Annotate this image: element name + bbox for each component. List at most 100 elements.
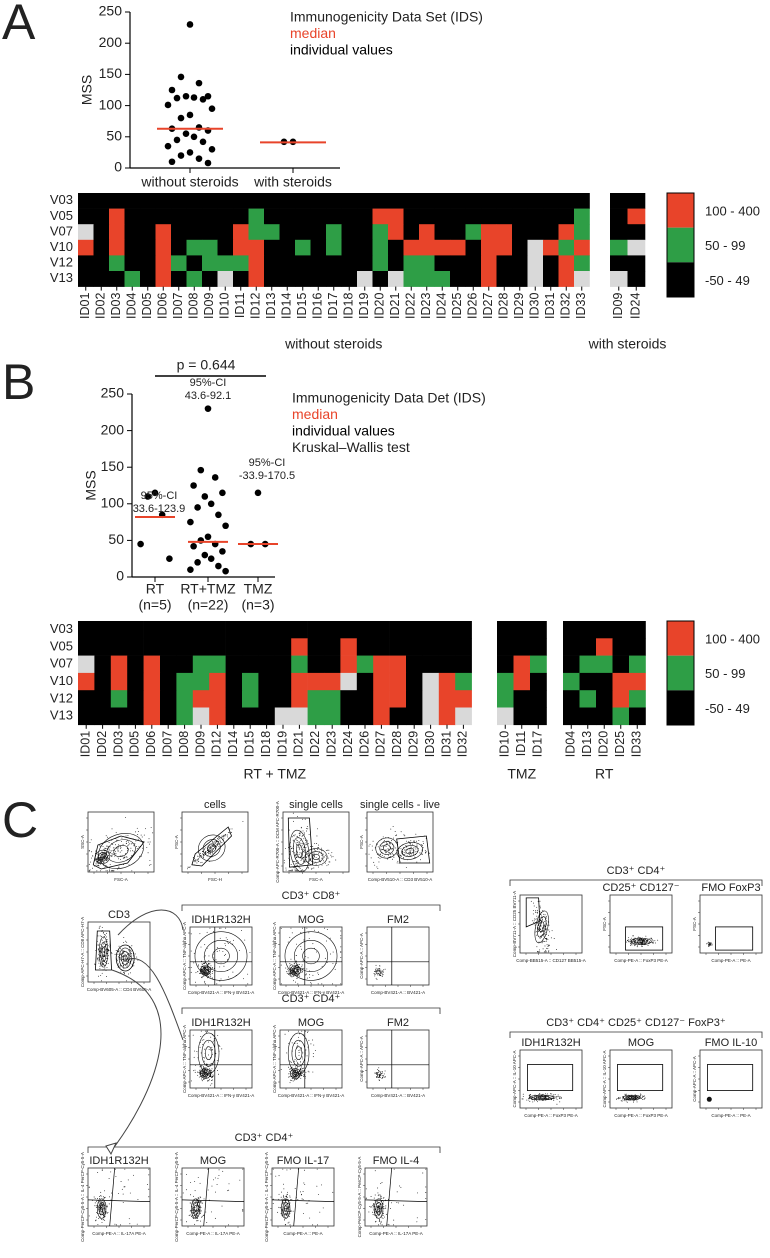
flow-event <box>135 831 137 833</box>
flow-event <box>209 846 211 848</box>
flow-event <box>105 941 107 943</box>
flow-event <box>327 857 329 859</box>
flow-event <box>285 867 287 869</box>
flow-event <box>332 951 334 953</box>
flow-event <box>301 857 303 859</box>
heatmap-cell <box>434 271 451 287</box>
flow-event <box>301 870 303 872</box>
flow-event <box>291 850 293 852</box>
flow-event <box>375 1075 377 1077</box>
flow-event <box>223 837 225 839</box>
flow-event <box>618 1098 620 1100</box>
flow-event <box>133 845 135 847</box>
flow-frame <box>189 1029 253 1089</box>
flow-event <box>202 963 204 965</box>
flow-event <box>97 949 99 951</box>
flow-event <box>290 1062 292 1063</box>
flow-event <box>200 862 202 864</box>
flow-contour <box>120 951 130 965</box>
flow-title: CD3 <box>108 909 130 921</box>
flow-event <box>115 1224 117 1226</box>
flow-event <box>382 1215 384 1216</box>
flow-event <box>378 1071 380 1073</box>
flow-event <box>209 850 211 852</box>
heatmap-cell <box>171 239 187 256</box>
flow-event <box>106 1204 108 1206</box>
flow-event <box>203 1056 205 1058</box>
flow-event <box>148 1188 150 1190</box>
column-label: ID11 <box>514 731 528 757</box>
column-label: ID01 <box>78 731 92 757</box>
flow-event <box>116 960 118 962</box>
flow-event <box>304 833 305 835</box>
x-tick-label: without steroids <box>140 174 238 190</box>
flow-event <box>298 845 300 847</box>
flow-event <box>307 1070 309 1072</box>
flow-event <box>302 1058 304 1060</box>
column-label: ID13 <box>580 731 594 757</box>
flow-event <box>119 966 121 968</box>
heatmap-cell <box>155 224 172 241</box>
flow-event <box>305 1202 307 1204</box>
flow-event <box>126 941 128 943</box>
flow-event <box>312 846 314 847</box>
flow-event <box>553 938 555 939</box>
data-point <box>164 101 172 109</box>
flow-event <box>302 1052 304 1054</box>
flow-event <box>117 850 119 852</box>
flow-event <box>283 1216 285 1218</box>
flow-event <box>240 930 242 931</box>
flow-event <box>321 857 323 859</box>
flow-event <box>306 1055 308 1057</box>
flow-event <box>280 1213 282 1215</box>
flow-event <box>537 951 539 953</box>
flow-event <box>405 840 407 842</box>
flow-event <box>296 1079 297 1080</box>
flow-event <box>289 1168 291 1170</box>
flow-event <box>305 973 307 975</box>
flow-event <box>372 1204 374 1206</box>
flow-event <box>196 1200 198 1202</box>
flow-event <box>205 972 207 974</box>
flow-event <box>294 967 296 969</box>
flow-event <box>377 1205 379 1207</box>
flow-event <box>134 953 136 955</box>
flow-event <box>209 973 211 975</box>
flow-contour <box>98 936 109 968</box>
flow-event <box>383 1073 385 1075</box>
flow-event <box>295 853 297 855</box>
flow-event <box>412 843 413 845</box>
column-label: ID15 <box>295 293 309 319</box>
heatmap-cell <box>291 638 308 656</box>
flow-event <box>529 1101 531 1103</box>
heatmap-cell <box>612 707 630 726</box>
heatmap-cell <box>209 621 226 639</box>
flow-event <box>101 854 102 856</box>
flow-event <box>220 978 222 980</box>
flow-event <box>331 856 333 858</box>
flow-event <box>104 853 106 855</box>
heatmap-cell <box>389 690 407 708</box>
flow-event <box>102 1196 104 1198</box>
heatmap-cell <box>465 193 482 209</box>
heatmap-cell <box>574 239 590 256</box>
heatmap-cell <box>612 690 630 708</box>
flow-y-label: Comp-PerCP-Cy5-5-A :: IL-4 PerCP-Cy5-5-A <box>80 1152 85 1242</box>
flow-event <box>228 1189 230 1191</box>
flow-event <box>539 949 540 951</box>
ci-label: 95%-CI <box>190 377 227 389</box>
flow-event <box>286 1193 288 1195</box>
flow-event <box>377 1071 379 1073</box>
flow-event <box>549 1098 551 1100</box>
flow-contour <box>283 1205 288 1213</box>
flow-event <box>413 840 415 842</box>
flow-event <box>120 948 121 950</box>
column-label: ID21 <box>292 731 306 757</box>
flow-event <box>212 1079 213 1081</box>
flow-event <box>644 941 646 943</box>
flow-event <box>210 967 212 969</box>
legend-entry: median <box>292 406 338 422</box>
flow-event <box>296 1068 298 1070</box>
flow-event <box>223 836 225 838</box>
flow-event <box>102 857 104 858</box>
